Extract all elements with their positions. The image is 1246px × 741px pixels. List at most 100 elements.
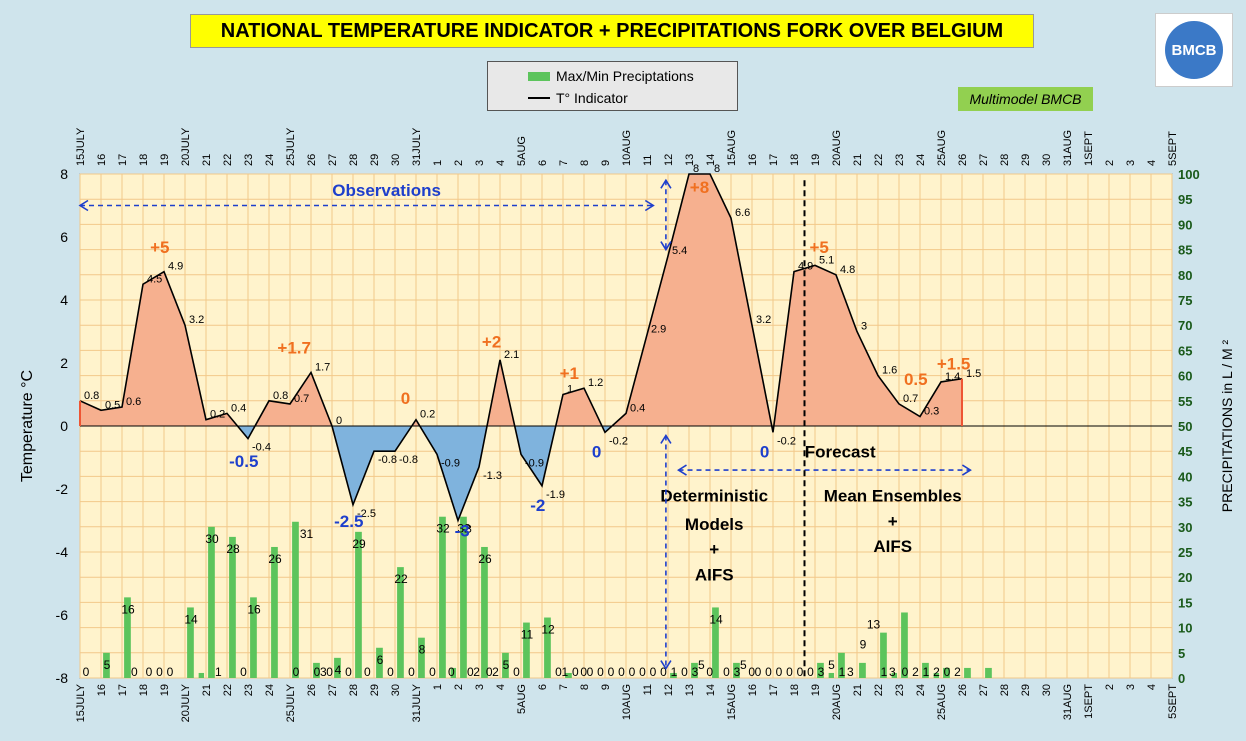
x-tick-label-bottom: 1SEPT — [1083, 684, 1095, 719]
temp-point-label: 3 — [861, 321, 867, 333]
precip-bar-label: 0 — [902, 665, 909, 679]
x-tick-label-bottom: 18 — [138, 684, 150, 696]
x-tick-label-bottom: 10AUG — [621, 684, 633, 720]
precip-bar-label: 1 — [561, 665, 568, 679]
temp-point-label: -0.9 — [441, 457, 460, 469]
precip-bar-label: 31 — [300, 527, 314, 541]
y-tick-label: -2 — [56, 481, 69, 497]
x-tick-label-bottom: 28 — [348, 684, 360, 696]
precip-bar-label: 11 — [521, 628, 534, 642]
y2-tick-label: 10 — [1178, 621, 1192, 636]
precip-bar-label: 0 — [293, 665, 300, 679]
label-ens2: + — [888, 512, 898, 531]
logo-text: BMCB — [1165, 21, 1223, 79]
y2-axis-title: PRECIPITATIONS in L / M ² — [1219, 339, 1235, 512]
x-tick-label-top: 11 — [642, 155, 654, 166]
temp-point-label: -3 — [462, 524, 472, 536]
x-tick-label-top: 31JULY — [411, 127, 423, 166]
x-tick-label-bottom: 3 — [1125, 684, 1137, 690]
x-tick-label-bottom: 27 — [978, 684, 990, 696]
precip-bar-max — [208, 526, 215, 678]
temp-point-label: 0.7 — [294, 393, 309, 405]
y2-tick-label: 45 — [1178, 444, 1192, 459]
x-tick-label-top: 10AUG — [621, 130, 633, 166]
cold-area — [419, 426, 488, 521]
x-tick-label-bottom: 15JULY — [75, 683, 87, 722]
x-tick-label-top: 22 — [222, 154, 234, 166]
legend-temp-item: T° Indicator — [528, 90, 628, 106]
y2-tick-label: 20 — [1178, 570, 1192, 585]
precip-bar-min — [198, 672, 205, 678]
x-tick-label-top: 19 — [810, 154, 822, 166]
temp-point-label: -0.8 — [378, 454, 397, 466]
label-observations: Observations — [332, 181, 441, 200]
precip-bar-label: 0 — [608, 665, 615, 679]
vertical-arrow-top-head-bottom — [660, 241, 672, 252]
precip-bar-label: 0 — [580, 665, 587, 679]
precip-bar-label: 0 — [660, 665, 667, 679]
temp-point-label: 0.3 — [924, 406, 939, 418]
y2-tick-label: 25 — [1178, 545, 1192, 560]
precip-bar-label: 6 — [377, 653, 384, 667]
precip-bar-label: 0 — [387, 665, 394, 679]
temp-point-label: -0.2 — [609, 435, 628, 447]
temp-point-label: 0.2 — [210, 409, 225, 421]
precip-bar-max — [964, 667, 971, 678]
precip-bar-max — [376, 647, 383, 678]
x-tick-label-bottom: 9 — [600, 684, 612, 690]
x-tick-label-top: 15AUG — [726, 130, 738, 166]
label-forecast: Forecast — [805, 443, 876, 462]
x-tick-label-top: 25JULY — [285, 127, 297, 166]
precip-bar-label: 5 — [104, 658, 111, 672]
x-tick-label-top: 8 — [579, 160, 591, 166]
temp-point-label: 1.7 — [315, 361, 330, 373]
x-tick-label-bottom: 28 — [999, 684, 1011, 696]
precip-bar-max — [418, 637, 425, 678]
precip-bar-label: 5 — [828, 658, 835, 672]
temp-point-label: 0.5 — [105, 399, 120, 411]
precip-bar-label: 3 — [818, 665, 825, 679]
precip-bar-label: 0 — [650, 665, 657, 679]
x-tick-label-top: 29 — [1020, 154, 1032, 166]
x-tick-label-top: 29 — [369, 154, 381, 166]
precip-bar-label: 0 — [513, 665, 520, 679]
precip-bar-max — [901, 612, 908, 678]
precip-bar-label: 0 — [807, 665, 814, 679]
x-tick-label-top: 27 — [327, 154, 339, 166]
x-tick-label-top: 30 — [1041, 154, 1053, 166]
precip-bar-label: 1 — [215, 665, 222, 679]
temp-point-label: -1.9 — [546, 489, 565, 501]
precip-bar-label: 16 — [247, 602, 261, 616]
precip-bar-label: 0 — [765, 665, 772, 679]
precip-bar-label: 0 — [797, 665, 804, 679]
x-tick-label-top: 7 — [558, 160, 570, 166]
label-det2: Models — [685, 515, 744, 534]
precip-bar-label: 0 — [629, 665, 636, 679]
x-tick-label-top: 2 — [453, 160, 465, 166]
x-tick-label-top: 15JULY — [75, 127, 87, 166]
temp-point-label: 5.4 — [672, 245, 687, 257]
temp-annotation: -2 — [530, 496, 545, 515]
x-tick-label-top: 21 — [852, 154, 864, 166]
x-tick-label-top: 14 — [705, 154, 717, 166]
temp-annotation: +1.7 — [277, 339, 311, 358]
y2-tick-label: 50 — [1178, 419, 1192, 434]
precip-bar-label: 1 — [923, 665, 930, 679]
x-tick-label-bottom: 30 — [1041, 684, 1053, 696]
precip-bar-label: 1 — [839, 665, 846, 679]
precip-bar-label: 3 — [889, 665, 896, 679]
x-tick-label-bottom: 1 — [432, 684, 444, 690]
precip-bar-label: 3 — [320, 665, 327, 679]
observation-arrow-head-right — [644, 199, 655, 212]
precip-bar-max — [838, 652, 845, 678]
precip-bar-label: 26 — [478, 552, 492, 566]
temp-point-label: 1.4 — [945, 371, 960, 383]
precip-bar-label: 0 — [408, 665, 415, 679]
x-tick-label-bottom: 13 — [684, 684, 696, 696]
y2-tick-label: 85 — [1178, 243, 1192, 258]
temp-point-label: 6.6 — [735, 207, 750, 219]
y2-tick-label: 30 — [1178, 520, 1192, 535]
precip-bar-label: 22 — [394, 572, 408, 586]
x-tick-label-bottom: 23 — [894, 684, 906, 696]
temp-point-label: 1.5 — [966, 368, 981, 380]
